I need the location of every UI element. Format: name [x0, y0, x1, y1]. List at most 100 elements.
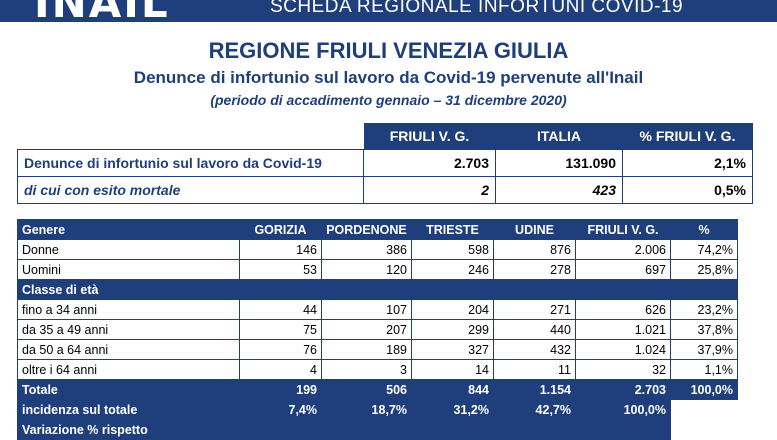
section-fill	[493, 279, 576, 300]
summary-cell: 0,5%	[622, 176, 753, 204]
table-row: oltre i 64 anni 4 3 14 11 32 1,1%	[17, 359, 738, 380]
table-row: da 50 a 64 anni 76 189 327 432 1.024 37,…	[17, 339, 738, 360]
incidence-label: incidenza sul totale	[17, 399, 240, 420]
cell: 432	[493, 339, 576, 360]
cell: 75	[239, 319, 322, 340]
summary-row-label: di cui con esito mortale	[17, 176, 364, 204]
cell: 53	[239, 259, 322, 280]
summary-row: di cui con esito mortale 2 423 0,5%	[17, 176, 753, 204]
section-row-eta: Classe di età	[17, 279, 738, 300]
section-fill	[575, 279, 671, 300]
cell: 1.021	[575, 319, 671, 340]
col-udine: UDINE	[493, 219, 576, 240]
cell: 697	[575, 259, 671, 280]
cell: 120	[321, 259, 412, 280]
incidence-cell: 42,7%	[493, 399, 576, 420]
summary-cell: 2.703	[363, 149, 496, 177]
banner-title: SCHEDA REGIONALE INFORTUNI COVID-19	[270, 0, 684, 17]
cell: 386	[321, 239, 412, 260]
cell: 23,2%	[670, 299, 738, 320]
cell: 278	[493, 259, 576, 280]
summary-row: Denunce di infortunio sul lavoro da Covi…	[17, 149, 753, 177]
summary-cell: 423	[495, 176, 623, 204]
cell: 246	[411, 259, 494, 280]
cell: 598	[411, 239, 494, 260]
col-genere: Genere	[17, 219, 240, 240]
col-trieste: TRIESTE	[411, 219, 494, 240]
summary-col-percent: % FRIULI V. G.	[622, 123, 753, 150]
cell: 271	[493, 299, 576, 320]
table-row: da 35 a 49 anni 75 207 299 440 1.021 37,…	[17, 319, 738, 340]
cell: 1.024	[575, 339, 671, 360]
cell: 626	[575, 299, 671, 320]
detail-header-row: Genere GORIZIA PORDENONE TRIESTE UDINE F…	[17, 219, 738, 240]
report-subtitle: Denunce di infortunio sul lavoro da Covi…	[133, 68, 644, 87]
total-cell: 100,0%	[670, 379, 738, 400]
section-fill	[239, 279, 322, 300]
variation-fill	[575, 419, 671, 440]
cell: 76	[239, 339, 322, 360]
total-cell: 506	[321, 379, 412, 400]
total-row: Totale 199 506 844 1.154 2.703 100,0%	[17, 379, 738, 400]
period-note: (periodo di accadimento gennaio – 31 dic…	[210, 92, 567, 108]
incidence-cell: 31,2%	[411, 399, 494, 420]
cell: 189	[321, 339, 412, 360]
table-row: Uomini 53 120 246 278 697 25,8%	[17, 259, 738, 280]
cell: 25,8%	[670, 259, 738, 280]
cell: 2.006	[575, 239, 671, 260]
incidence-blank	[670, 399, 738, 420]
incidence-cell: 18,7%	[321, 399, 412, 420]
detail-table: Genere GORIZIA PORDENONE TRIESTE UDINE F…	[17, 219, 738, 440]
summary-cell: 2	[363, 176, 496, 204]
col-fvg: FRIULI V. G.	[575, 219, 671, 240]
total-cell: 844	[411, 379, 494, 400]
variation-label: Variazione % rispetto	[17, 419, 240, 440]
summary-row-label: Denunce di infortunio sul lavoro da Covi…	[17, 149, 364, 177]
cell: 74,2%	[670, 239, 738, 260]
row-label: da 35 a 49 anni	[17, 319, 240, 340]
cell: 204	[411, 299, 494, 320]
variation-blank	[670, 419, 738, 440]
total-label: Totale	[17, 379, 240, 400]
incidence-cell: 7,4%	[239, 399, 322, 420]
incidence-cell: 100,0%	[575, 399, 671, 420]
total-cell: 1.154	[493, 379, 576, 400]
row-label: fino a 34 anni	[17, 299, 240, 320]
col-gorizia: GORIZIA	[239, 219, 322, 240]
section-label: Classe di età	[17, 279, 240, 300]
cell: 440	[493, 319, 576, 340]
row-label: oltre i 64 anni	[17, 359, 240, 380]
col-percent: %	[670, 219, 738, 240]
table-row: Donne 146 386 598 876 2.006 74,2%	[17, 239, 738, 260]
cell: 4	[239, 359, 322, 380]
cell: 3	[321, 359, 412, 380]
section-fill	[411, 279, 494, 300]
summary-header-row: FRIULI V. G. ITALIA % FRIULI V. G.	[18, 123, 753, 150]
row-label: da 50 a 64 anni	[17, 339, 240, 360]
cell: 146	[239, 239, 322, 260]
cell: 327	[411, 339, 494, 360]
cell: 44	[239, 299, 322, 320]
cell: 11	[493, 359, 576, 380]
cell: 207	[321, 319, 412, 340]
col-pordenone: PORDENONE	[321, 219, 412, 240]
cell: 37,9%	[670, 339, 738, 360]
total-cell: 2.703	[575, 379, 671, 400]
incidence-row: incidenza sul totale 7,4% 18,7% 31,2% 42…	[17, 399, 738, 420]
summary-cell: 2,1%	[622, 149, 753, 177]
top-banner: INAIL SCHEDA REGIONALE INFORTUNI COVID-1…	[0, 0, 777, 22]
cell: 1,1%	[670, 359, 738, 380]
row-label: Donne	[17, 239, 240, 260]
row-label: Uomini	[17, 259, 240, 280]
section-fill	[670, 279, 738, 300]
summary-header-blank	[18, 123, 364, 150]
summary-col-italia: ITALIA	[495, 123, 623, 150]
total-cell: 199	[239, 379, 322, 400]
cell: 876	[493, 239, 576, 260]
region-title: REGIONE FRIULI VENEZIA GIULIA	[208, 38, 569, 63]
summary-col-fvg: FRIULI V. G.	[363, 123, 496, 150]
inail-logo: INAIL	[34, 0, 170, 22]
cell: 32	[575, 359, 671, 380]
cell: 299	[411, 319, 494, 340]
summary-table: FRIULI V. G. ITALIA % FRIULI V. G. Denun…	[17, 123, 753, 204]
